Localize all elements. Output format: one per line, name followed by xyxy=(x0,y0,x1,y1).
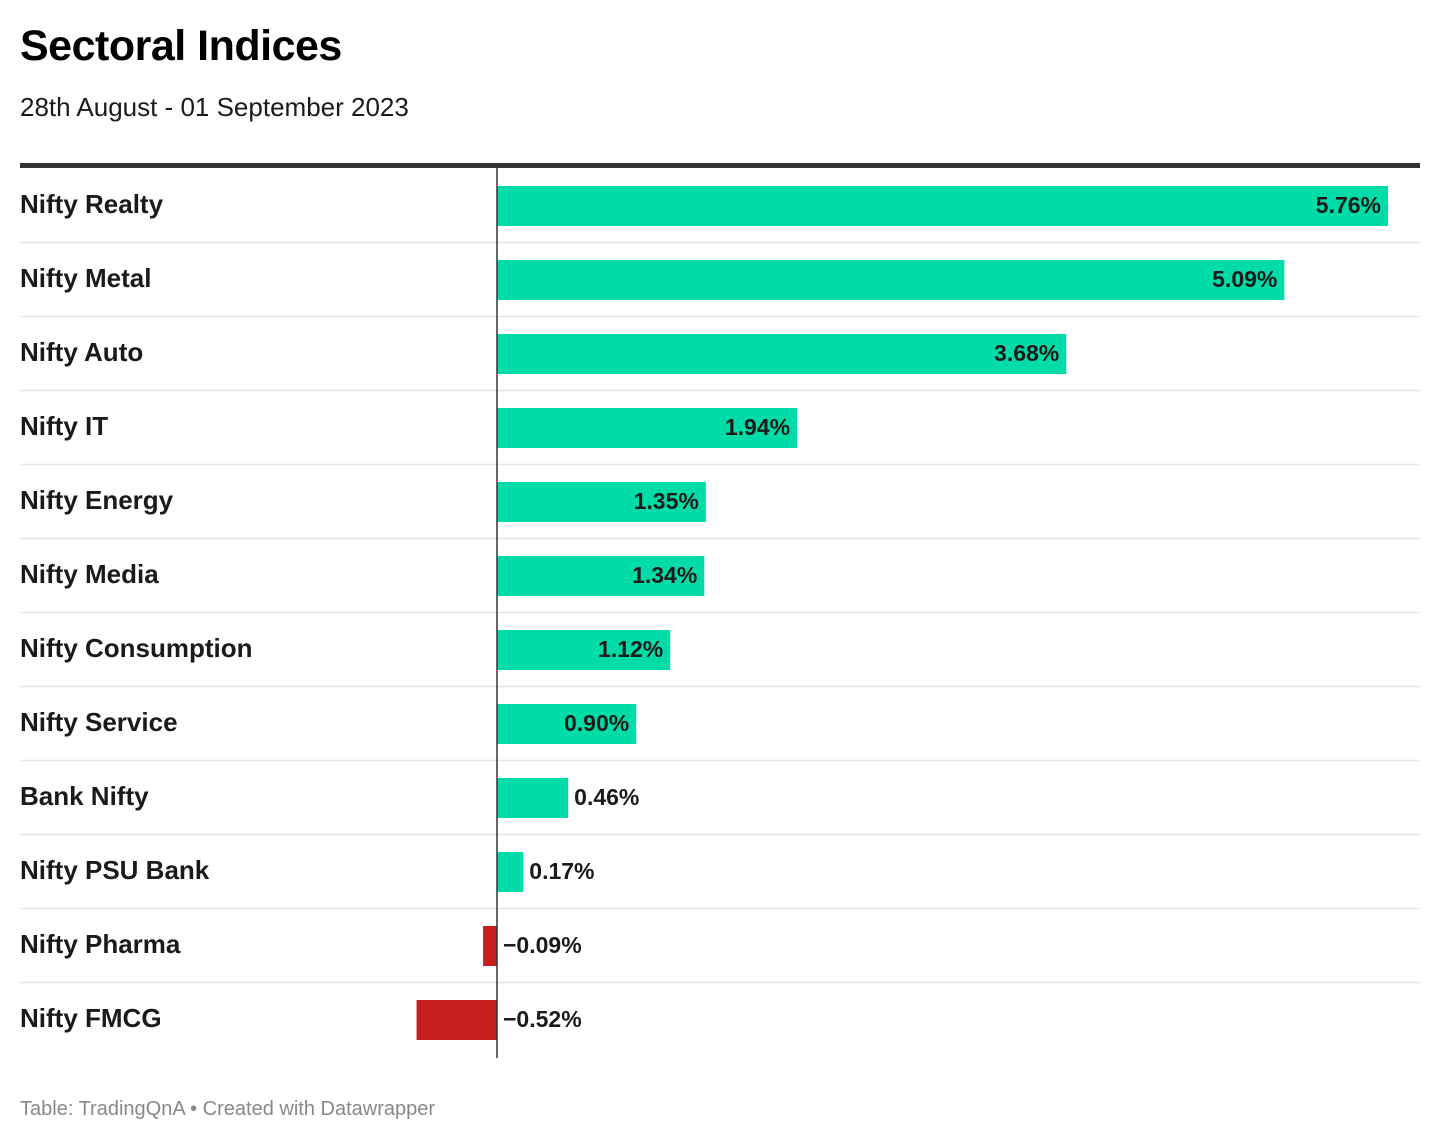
value-label: −0.09% xyxy=(503,932,582,958)
value-label: 5.09% xyxy=(1212,266,1277,292)
bar xyxy=(497,852,524,892)
category-label: Nifty IT xyxy=(20,411,108,441)
category-label: Nifty Media xyxy=(20,559,159,589)
bar xyxy=(497,260,1285,300)
bar xyxy=(483,926,497,966)
bar xyxy=(497,704,637,744)
category-label: Nifty Energy xyxy=(20,485,174,515)
value-label: 1.35% xyxy=(634,488,699,514)
chart-subtitle: 28th August - 01 September 2023 xyxy=(20,92,409,122)
category-label: Nifty Pharma xyxy=(20,929,181,959)
value-label: −0.52% xyxy=(503,1006,582,1032)
bar xyxy=(497,630,671,670)
value-label: 1.34% xyxy=(632,562,697,588)
category-label: Nifty Service xyxy=(20,707,178,737)
bar-chart: Nifty Realty 5.76% Nifty Metal 5.09% Nifty A… xyxy=(20,168,1420,1058)
bar xyxy=(497,482,706,522)
category-label: Bank Nifty xyxy=(20,781,149,811)
value-label: 3.68% xyxy=(994,340,1059,366)
value-label: 0.17% xyxy=(529,858,594,884)
value-label: 0.46% xyxy=(574,784,639,810)
category-label: Nifty FMCG xyxy=(20,1003,162,1033)
bar xyxy=(497,556,705,596)
category-label: Nifty Auto xyxy=(20,337,143,367)
category-label: Nifty Realty xyxy=(20,189,164,219)
chart-footer: Table: TradingQnA • Created with Datawra… xyxy=(20,1098,435,1120)
bar xyxy=(497,778,569,818)
category-label: Nifty PSU Bank xyxy=(20,855,210,885)
chart-title: Sectoral Indices xyxy=(20,22,342,70)
bar xyxy=(497,334,1067,374)
bar xyxy=(497,408,798,448)
category-label: Nifty Metal xyxy=(20,263,151,293)
value-label: 5.76% xyxy=(1316,192,1381,218)
header-rule xyxy=(20,163,1420,168)
value-label: 0.90% xyxy=(564,710,629,736)
bar xyxy=(416,1000,497,1040)
category-label: Nifty Consumption xyxy=(20,633,253,663)
bar xyxy=(497,186,1388,226)
value-label: 1.12% xyxy=(598,636,663,662)
value-label: 1.94% xyxy=(725,414,790,440)
